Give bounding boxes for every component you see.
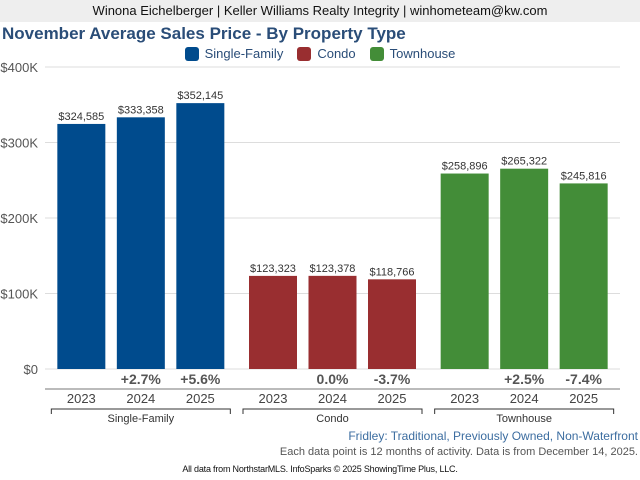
group-bracket xyxy=(242,408,423,414)
y-tick-label: $400K xyxy=(0,60,38,75)
bar xyxy=(440,173,489,369)
bar xyxy=(368,279,416,369)
y-tick-label: $200K xyxy=(0,211,38,226)
change-label: 0.0% xyxy=(317,371,349,387)
group-bracket xyxy=(434,408,615,414)
y-tick-label: $100K xyxy=(0,287,38,302)
change-label: +2.5% xyxy=(504,371,545,387)
change-label: -7.4% xyxy=(565,371,602,387)
agent-line: Winona Eichelberger | Keller Williams Re… xyxy=(92,3,548,18)
x-tick-label: 2024 xyxy=(126,391,155,406)
legend-item-townhouse[interactable]: Townhouse xyxy=(369,46,456,61)
bar xyxy=(500,168,549,369)
agent-info-bar: Winona Eichelberger | Keller Williams Re… xyxy=(0,0,640,22)
legend-label: Single-Family xyxy=(204,46,284,61)
bar-value-label: $352,145 xyxy=(177,90,223,102)
y-tick-label: $300K xyxy=(0,136,38,151)
bar-value-label: $265,322 xyxy=(501,156,547,168)
x-tick-label: 2023 xyxy=(259,391,288,406)
x-tick-label: 2024 xyxy=(510,391,539,406)
bar-value-label: $123,323 xyxy=(250,263,296,275)
data-credit: All data from NorthstarMLS. InfoSparks ©… xyxy=(182,464,458,474)
bar-value-label: $123,378 xyxy=(310,263,356,275)
bar-value-label: $118,766 xyxy=(369,266,414,278)
y-tick-label: $0 xyxy=(24,362,38,377)
legend-label: Condo xyxy=(317,46,356,61)
legend-swatch xyxy=(297,46,312,61)
bar-value-label: $324,585 xyxy=(58,111,104,123)
chart-subtitle: Fridley: Traditional, Previously Owned, … xyxy=(348,429,638,443)
change-label: -3.7% xyxy=(374,371,411,387)
group-label: Condo xyxy=(316,413,348,425)
bar-value-label: $333,358 xyxy=(118,104,164,116)
group-bracket xyxy=(50,408,231,414)
legend: Single-Family Condo Townhouse xyxy=(0,46,640,61)
legend-swatch xyxy=(184,46,199,61)
legend-item-condo[interactable]: Condo xyxy=(297,46,356,61)
legend-swatch xyxy=(369,46,384,61)
x-tick-label: 2023 xyxy=(67,391,96,406)
change-label: +2.7% xyxy=(121,371,162,387)
legend-label: Townhouse xyxy=(389,46,456,61)
bar xyxy=(116,117,165,369)
bar-value-label: $258,896 xyxy=(442,161,488,173)
x-tick-label: 2025 xyxy=(378,391,407,406)
chart-title: November Average Sales Price - By Proper… xyxy=(2,24,406,43)
x-tick-label: 2023 xyxy=(450,391,479,406)
bar xyxy=(559,183,608,369)
group-label: Townhouse xyxy=(496,413,552,425)
bar xyxy=(57,123,106,369)
legend-item-single-family[interactable]: Single-Family xyxy=(184,46,284,61)
bar-value-label: $245,816 xyxy=(561,170,607,182)
bar xyxy=(308,275,357,369)
x-tick-label: 2025 xyxy=(186,391,215,406)
bar xyxy=(249,275,297,369)
change-label: +5.6% xyxy=(180,371,221,387)
x-tick-label: 2025 xyxy=(569,391,598,406)
bar xyxy=(176,103,225,369)
group-label: Single-Family xyxy=(108,413,175,425)
x-tick-label: 2024 xyxy=(318,391,347,406)
data-note: Each data point is 12 months of activity… xyxy=(279,446,638,458)
